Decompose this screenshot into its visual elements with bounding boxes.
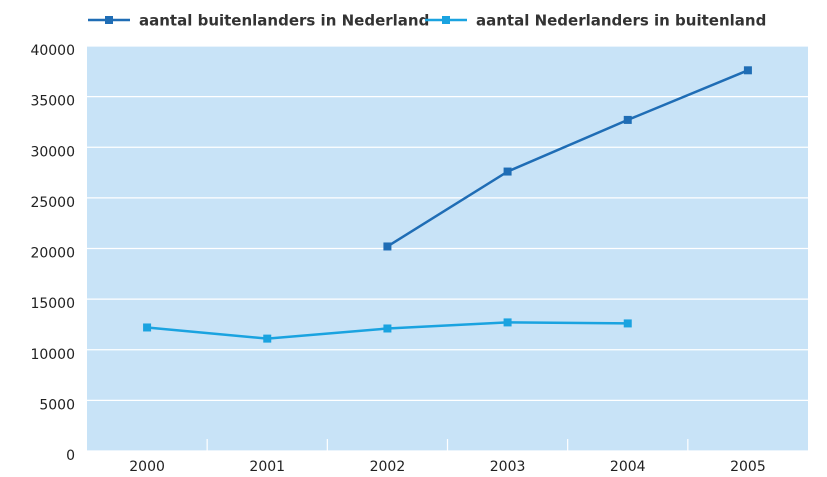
point-marker (503, 318, 512, 327)
legend-label: aantal buitenlanders in Nederland (139, 12, 429, 30)
legend-label: aantal Nederlanders in buitenland (476, 12, 766, 30)
point-marker (623, 115, 632, 124)
series-line (386, 69, 749, 248)
point-marker (743, 66, 752, 75)
point-marker (503, 167, 512, 176)
y-tick-label: 15000 (30, 296, 75, 312)
point-marker (263, 334, 272, 343)
y-tick-label: 10000 (30, 347, 75, 363)
x-tick-label: 2004 (610, 459, 646, 475)
x-tick-label: 2001 (249, 459, 285, 475)
point-marker (383, 242, 392, 251)
x-tick-label: 2002 (370, 459, 406, 475)
legend-marker (105, 16, 113, 24)
legend-marker (442, 16, 450, 24)
y-tick-label: 30000 (30, 144, 75, 160)
x-tick-label: 2003 (490, 459, 526, 475)
y-tick-label: 0 (66, 448, 75, 464)
x-tick-label: 2000 (129, 459, 165, 475)
point-marker (383, 324, 392, 333)
y-tick-label: 35000 (30, 94, 75, 110)
y-tick-label: 40000 (30, 43, 75, 59)
point-marker (623, 319, 632, 328)
x-tick-label: 2005 (730, 459, 766, 475)
point-marker (143, 323, 152, 332)
y-tick-label: 20000 (30, 246, 75, 262)
y-tick-label: 25000 (30, 195, 75, 211)
y-tick-label: 5000 (39, 397, 75, 413)
